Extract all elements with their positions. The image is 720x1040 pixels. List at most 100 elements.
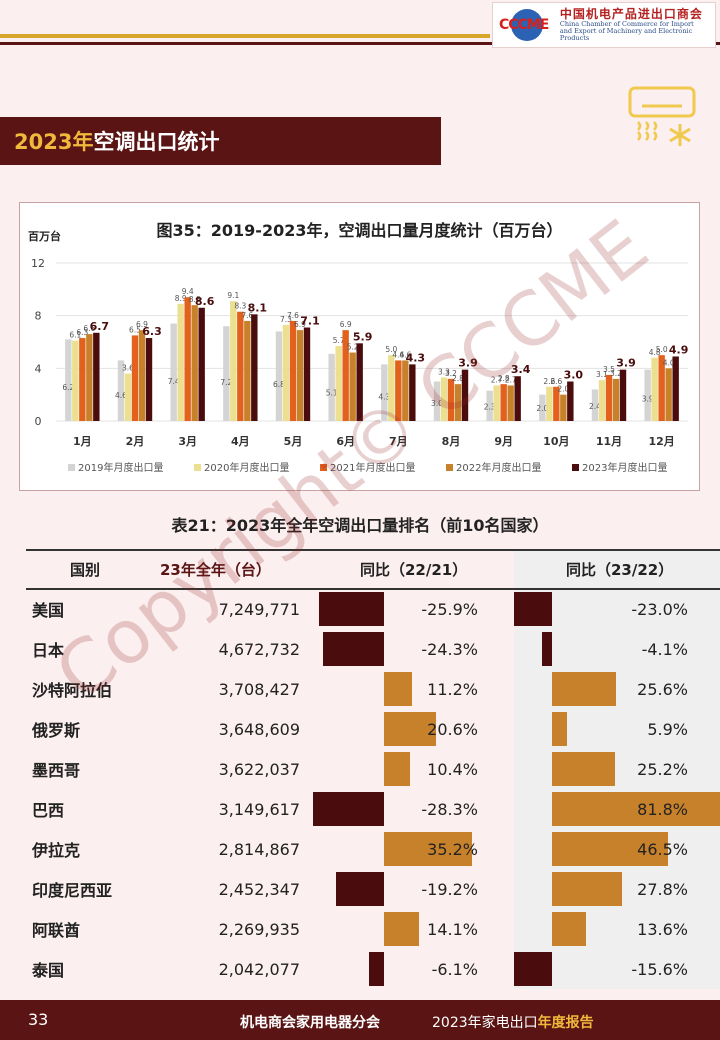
- bar: [230, 301, 237, 421]
- yoy2-cell: 13.6%: [637, 919, 688, 939]
- bar: [409, 364, 416, 421]
- yoy-bar: [323, 632, 384, 666]
- data-label: 2.7: [505, 375, 517, 384]
- data-label: 6.1: [69, 331, 81, 340]
- bar: [493, 385, 500, 421]
- legend-label: 2021年月度出口量: [330, 461, 415, 474]
- data-label: 7.3: [280, 315, 292, 324]
- bar: [296, 330, 304, 421]
- bar: [223, 326, 230, 421]
- header-yoy1: 同比（22/21）: [360, 560, 468, 579]
- country-cell: 墨西哥: [32, 761, 81, 780]
- data-label: 4.6: [115, 391, 127, 400]
- yoy-bar: [368, 952, 384, 986]
- section-title: 2023年 空调出口统计: [0, 117, 441, 165]
- country-cell: 沙特阿拉伯: [32, 681, 113, 700]
- bar: [560, 394, 567, 421]
- data-label: 2.4: [589, 402, 601, 411]
- data-label: 6.2: [62, 383, 74, 392]
- data-label: 6.7: [90, 320, 110, 333]
- yoy-bar: [514, 952, 552, 986]
- data-label: 6.9: [136, 320, 148, 329]
- table-title: 表21：2023年全年空调出口量排名（前10名国家）: [171, 516, 549, 535]
- data-label: 4.8: [649, 348, 661, 357]
- data-label: 6.9: [294, 320, 306, 329]
- section-title-text: 空调出口统计: [93, 130, 220, 154]
- bar: [282, 324, 290, 421]
- data-label: 4.6: [399, 350, 411, 359]
- total-cell: 3,622,037: [218, 759, 300, 779]
- bar: [170, 323, 177, 421]
- yoy1-cell: 10.4%: [427, 759, 478, 779]
- org-logo: CCCME 中国机电产品进出口商会 China Chamber of Comme…: [492, 2, 716, 48]
- data-label: 7.6: [241, 311, 253, 320]
- yoy2-cell: 25.6%: [637, 679, 688, 699]
- table-row: 泰国 2,042,077 -6.1% -15.6%: [26, 949, 720, 989]
- data-label: 3.9: [616, 357, 636, 370]
- yoy2-cell: -4.1%: [641, 639, 688, 659]
- country-cell: 印度尼西亚: [32, 881, 113, 900]
- data-label: 2.7: [491, 375, 503, 384]
- yoy-bar: [514, 592, 552, 626]
- bar: [433, 381, 441, 421]
- yoy1-cell: -25.9%: [421, 599, 478, 619]
- header-total: 23年全年（台）: [160, 560, 271, 579]
- legend-swatch: [572, 464, 579, 471]
- country-cell: 俄罗斯: [32, 721, 81, 740]
- table-row: 阿联酋 2,269,935 14.1% 13.6%: [26, 909, 720, 949]
- bar: [447, 378, 455, 421]
- org-name-cn: 中国机电产品进出口商会: [559, 6, 703, 21]
- table-row: 俄罗斯 3,648,609 20.6% 5.9%: [26, 709, 720, 749]
- bar-chart: 048126.26.16.36.66.71月4.63.66.56.96.32月7…: [31, 257, 688, 474]
- bar: [198, 307, 205, 421]
- bar: [539, 394, 546, 421]
- bar: [184, 297, 191, 421]
- bar: [86, 334, 93, 421]
- bar: [461, 369, 469, 421]
- yoy1-cell: 11.2%: [427, 679, 478, 699]
- org-name-en-2: and Export of Machinery and Electronic P…: [559, 27, 693, 43]
- data-label: 2.6: [543, 377, 555, 386]
- yoy-bar: [384, 672, 412, 706]
- yoy-bar: [313, 792, 384, 826]
- x-tick-label: 4月: [231, 435, 250, 448]
- bar: [381, 364, 388, 421]
- data-label: 8.3: [234, 302, 246, 311]
- total-cell: 2,269,935: [218, 919, 300, 939]
- bar: [598, 380, 606, 421]
- yoy-bar: [552, 832, 669, 866]
- yoy-bar: [384, 712, 436, 746]
- legend-swatch: [194, 464, 201, 471]
- data-label: 9.4: [182, 287, 194, 296]
- yoy2-cell: -23.0%: [631, 599, 688, 619]
- bar: [402, 360, 409, 421]
- data-label: 3.1: [596, 370, 608, 379]
- chart-panel: 图35：2019-2023年，空调出口量月度统计（百万台） 百万台 0 4 8 12 6…: [19, 202, 700, 491]
- bar: [500, 384, 507, 421]
- bar: [72, 340, 79, 421]
- bar: [658, 355, 665, 421]
- table-row: 美国 7,249,771 -25.9% -23.0%: [26, 589, 720, 629]
- yoy2-cell: 27.8%: [637, 879, 688, 899]
- data-label: 2.0: [536, 404, 548, 413]
- org-name-en-1: China Chamber of Commerce for Import: [559, 19, 694, 28]
- data-label: 7.2: [220, 378, 232, 387]
- data-label: 5.1: [326, 388, 338, 397]
- data-label: 3.4: [511, 363, 531, 376]
- bar: [138, 330, 146, 421]
- bar: [644, 369, 651, 421]
- table-row: 墨西哥 3,622,037 10.4% 25.2%: [26, 749, 720, 789]
- bar: [251, 314, 258, 421]
- bar: [244, 320, 251, 421]
- data-label: 3.9: [642, 394, 654, 403]
- yoy-bar: [319, 592, 384, 626]
- header-yoy2: 同比（23/22）: [566, 560, 674, 579]
- data-label: 2.8: [498, 374, 510, 383]
- yoy2-cell: 25.2%: [637, 759, 688, 779]
- total-cell: 3,648,609: [218, 719, 300, 739]
- x-tick-label: 12月: [649, 435, 675, 448]
- data-label: 3.6: [122, 364, 134, 373]
- data-label: 6.9: [340, 320, 352, 329]
- legend-swatch: [446, 464, 453, 471]
- data-label: 3.0: [431, 399, 443, 408]
